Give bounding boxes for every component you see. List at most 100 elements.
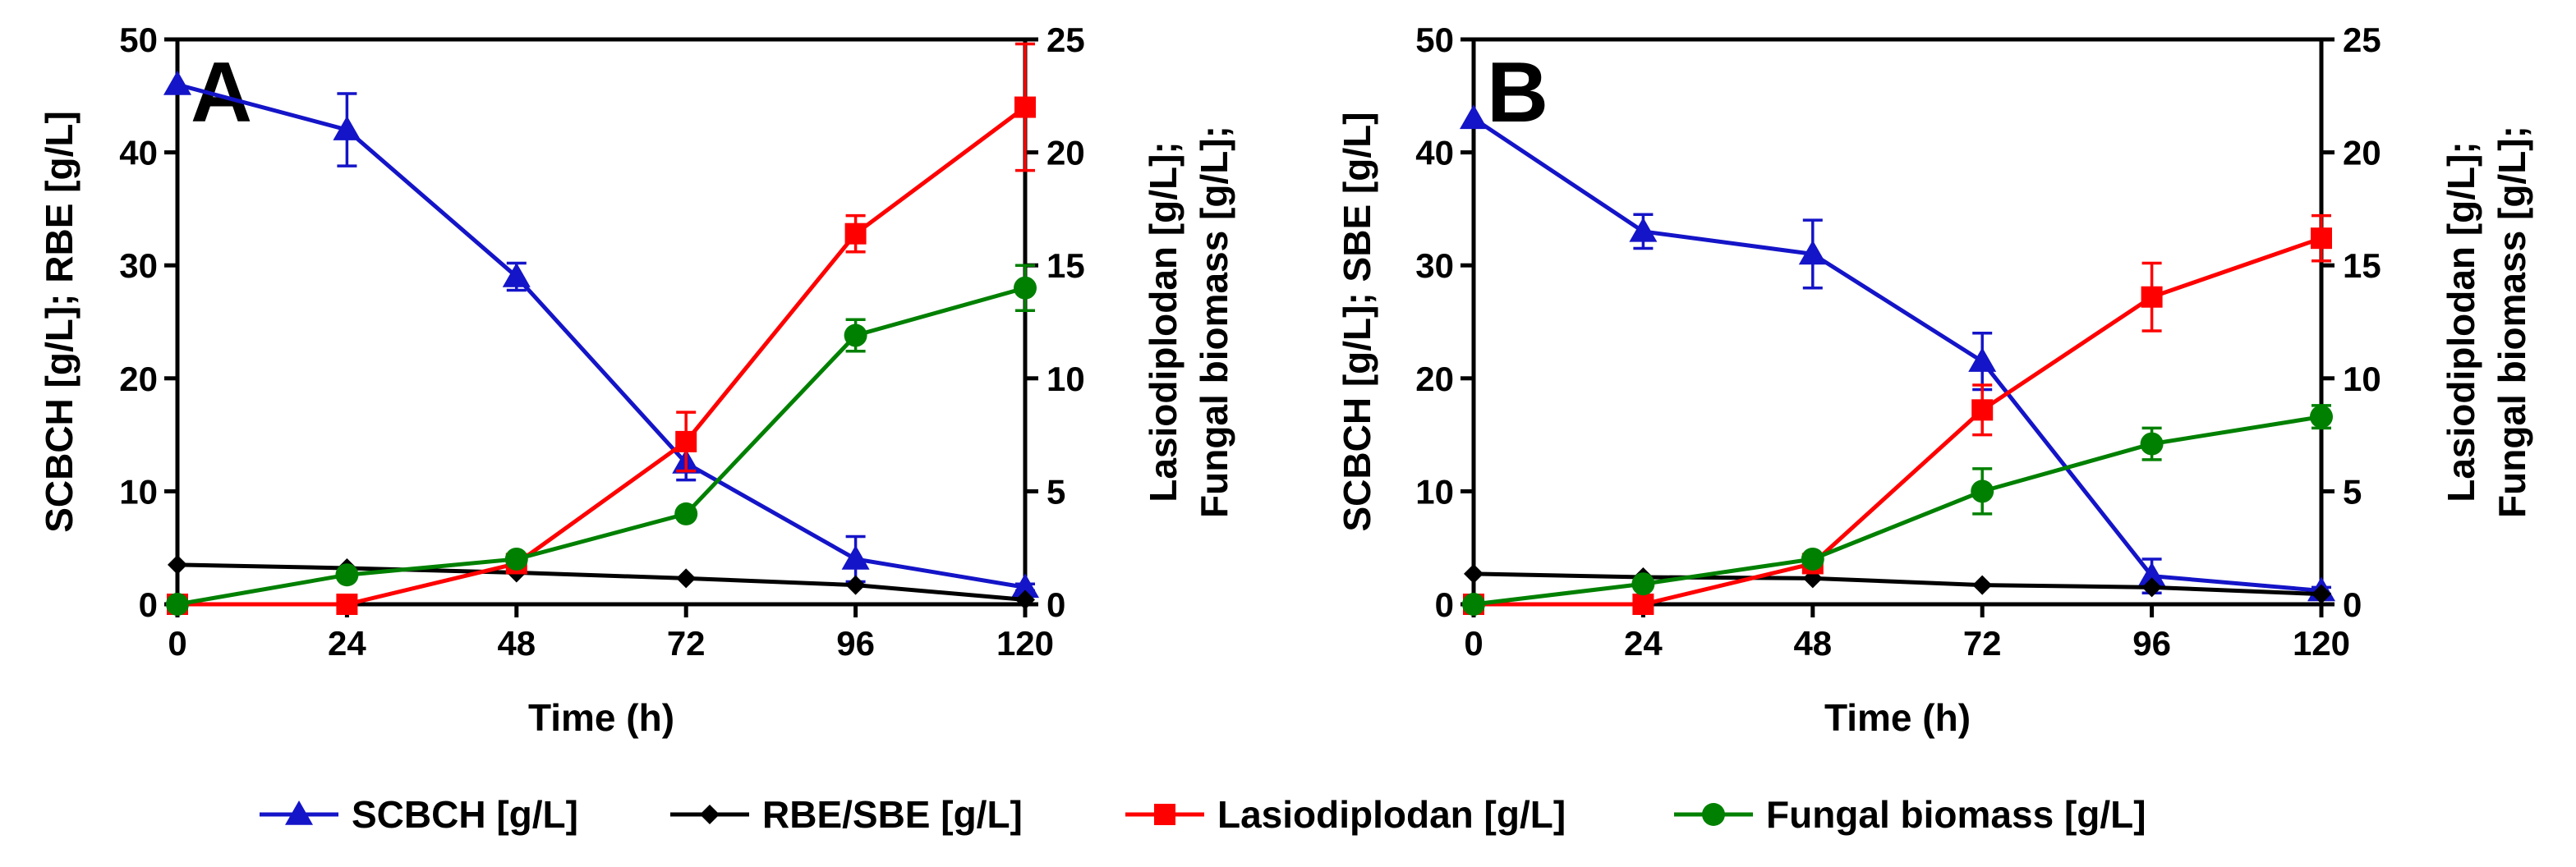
panel-a-series-rbe-sbe-g-l-point [1015, 589, 1035, 610]
legend: SCBCH [g/L] RBE/SBE [g/L] Lasiodiplodan … [260, 793, 2146, 836]
panel-b-x-tick-label: 0 [1464, 624, 1483, 663]
panel-a-left-y-tick-label: 20 [119, 360, 158, 398]
panel-b-series-scbch-g-l-point [1460, 104, 1488, 130]
panel-a-series-fungal-biomass-g-l [166, 264, 1037, 616]
panel-b-series-scbch-g-l-point [1629, 217, 1658, 242]
panel-a-left-y-tick-label: 0 [139, 585, 158, 624]
panel-a-series-fungal-biomass-g-l-point [1014, 276, 1037, 300]
panel-a-left-y-tick-label: 40 [119, 134, 158, 172]
panel-a-series-rbe-sbe-g-l-point [168, 554, 187, 575]
panel-b-x-tick-label: 48 [1793, 624, 1832, 663]
panel-a-x-tick-label: 120 [996, 624, 1054, 663]
panel-a-x-tick-label: 72 [667, 624, 706, 663]
panel-b-series-lasiodiplodan-g-l-line [1474, 236, 2322, 607]
panel-a-series-lasiodiplodan-g-l-point [844, 222, 867, 245]
panel-b-series-rbe-sbe-g-l-point [2141, 577, 2162, 598]
legend-symbol-lasiodiplodan-g-l [1125, 804, 1204, 825]
panel-b-series-fungal-biomass-g-l-point [2140, 432, 2164, 456]
panel-b-series-scbch-g-l-line [1472, 117, 2322, 593]
legend-symbol-rbe-sbe-g-l [670, 805, 749, 824]
panel-a-series-rbe-sbe-g-l-point [845, 575, 866, 595]
panel-a-right-y-tick-label: 25 [1046, 21, 1085, 59]
panel-b-series-rbe-sbe-g-l-point [1464, 563, 1484, 584]
legend-label-fungal-biomass: Fungal biomass [g/L] [1766, 793, 2146, 836]
panel-b-right-y-tick-label: 5 [2343, 472, 2362, 511]
panel-b-right-y-tick-label: 15 [2343, 246, 2381, 285]
panel-a-letter: A [191, 45, 252, 140]
panel-b-series-rbe-sbe-g-l-line [1473, 571, 2322, 597]
panel-b-series-rbe-sbe-g-l [1464, 563, 2331, 604]
panel-b-right-y-tick-label: 10 [2343, 360, 2381, 398]
panel-b-right-y-axis-title-line1: Lasiodiplodan [g/L]; [2440, 141, 2482, 502]
panel-a-right-y-tick-label: 20 [1046, 134, 1085, 172]
panel-b-x-tick-label: 96 [2132, 624, 2171, 663]
legend-symbol-scbch-g-l [260, 800, 338, 825]
panel-b-series-lasiodiplodan-g-l-point [2311, 227, 2332, 250]
panel-a-series-scbch-g-l [163, 71, 1039, 599]
panel-a-series-fungal-biomass-g-l-point [335, 563, 359, 587]
panel-a: A Time (h) SCBCH [g/L]; RBE [g/L] Lasiod… [38, 21, 1235, 739]
panel-a-series-scbch-g-l-point [502, 262, 531, 287]
panel-a-series-lasiodiplodan-g-l-line [177, 105, 1027, 607]
panel-a-right-y-axis-title-line2: Fungal biomass [g/L]; [1193, 126, 1235, 518]
panel-a-x-tick-label: 48 [497, 624, 536, 663]
panel-b-x-tick-label: 120 [2293, 624, 2350, 663]
panel-b-right-y-tick-label: 20 [2343, 134, 2381, 172]
panel-a-x-tick-label: 24 [328, 624, 366, 663]
panel-b-left-y-axis-title: SCBCH [g/L]; SBE [g/L] [1336, 112, 1378, 531]
panel-a-right-y-tick-label: 15 [1046, 246, 1085, 285]
panel-b-letter: B [1487, 45, 1548, 140]
panel-b-left-y-tick-label: 0 [1435, 585, 1454, 624]
panel-b-series-rbe-sbe-g-l-point [1972, 575, 1993, 595]
panel-b-right-y-axis-title-line2: Fungal biomass [g/L]; [2491, 126, 2533, 518]
panel-a-series-lasiodiplodan-g-l [167, 42, 1036, 615]
panel-a-series-fungal-biomass-g-l-point [166, 593, 189, 616]
panel-b-series-fungal-biomass-g-l-point [1631, 572, 1655, 596]
panel-a-series-lasiodiplodan-g-l-point [675, 430, 697, 452]
panel-a-series-scbch-g-l-point [1011, 573, 1039, 599]
panel-a-series-scbch-g-l-point [333, 116, 361, 140]
panel-b-left-y-tick-label: 20 [1415, 360, 1454, 398]
panel-a-left-y-tick-label: 10 [119, 472, 158, 511]
panel-a-x-tick-label: 96 [836, 624, 875, 663]
panel-b-right-y-tick-label: 0 [2343, 585, 2362, 624]
panel-b-series-fungal-biomass-g-l [1462, 404, 2333, 616]
panel-a-series-fungal-biomass-g-l-point [844, 323, 867, 347]
panel-a-series-lasiodiplodan-g-l-point [1014, 96, 1036, 118]
panel-b: B Time (h) SCBCH [g/L]; SBE [g/L] Lasiod… [1336, 21, 2533, 739]
legend-marker [700, 805, 720, 824]
panel-b-right-y-tick-label: 25 [2343, 21, 2381, 59]
panel-b-left-y-tick-label: 30 [1415, 246, 1454, 285]
legend-label-rbe-sbe: RBE/SBE [g/L] [762, 793, 1023, 836]
panel-b-series-scbch-g-l-point [2137, 562, 2166, 587]
panel-b-x-tick-label: 72 [1963, 624, 2002, 663]
panel-a-series-fungal-biomass-g-l-point [504, 547, 528, 571]
legend-label-lasiodiplodan: Lasiodiplodan [g/L] [1217, 793, 1566, 836]
legend-marker [1154, 804, 1175, 825]
legend-symbol-fungal-biomass-g-l [1674, 803, 1753, 826]
panel-a-series-rbe-sbe-g-l-point [676, 568, 697, 589]
panel-b-left-y-tick-label: 10 [1415, 472, 1454, 511]
panel-b-series-rbe-sbe-g-l-point [2312, 584, 2331, 604]
panel-a-x-tick-label: 0 [168, 624, 186, 663]
panel-b-series-fungal-biomass-g-l-point [1971, 479, 1994, 503]
panel-b-series-fungal-biomass-g-l-point [1801, 547, 1824, 571]
panel-b-series-scbch-g-l-point [1968, 347, 1997, 372]
panel-a-left-y-tick-label: 50 [119, 21, 158, 59]
panel-a-x-axis-title: Time (h) [528, 696, 674, 739]
panel-b-series-lasiodiplodan-g-l-point [1971, 399, 1994, 421]
panel-a-right-y-tick-label: 5 [1046, 472, 1065, 511]
panel-b-series-fungal-biomass-g-l-point [2310, 405, 2333, 429]
panel-a-series-scbch-g-l-point [841, 544, 870, 570]
legend-label-scbch: SCBCH [g/L] [352, 793, 578, 836]
panel-b-series-lasiodiplodan-g-l-point [1632, 594, 1654, 615]
panel-b-series-fungal-biomass-g-l-point [1462, 593, 1485, 616]
panel-a-series-scbch-g-l-point [163, 71, 191, 95]
panel-a-series-fungal-biomass-g-l-line [177, 286, 1026, 607]
panel-a-series-rbe-sbe-g-l-line [177, 562, 1026, 602]
panel-b-x-tick-label: 24 [1624, 624, 1663, 663]
panel-a-left-y-tick-label: 30 [119, 246, 158, 285]
panel-a-right-y-tick-label: 0 [1046, 585, 1065, 624]
panel-a-series-scbch-g-l-line [177, 82, 1026, 589]
